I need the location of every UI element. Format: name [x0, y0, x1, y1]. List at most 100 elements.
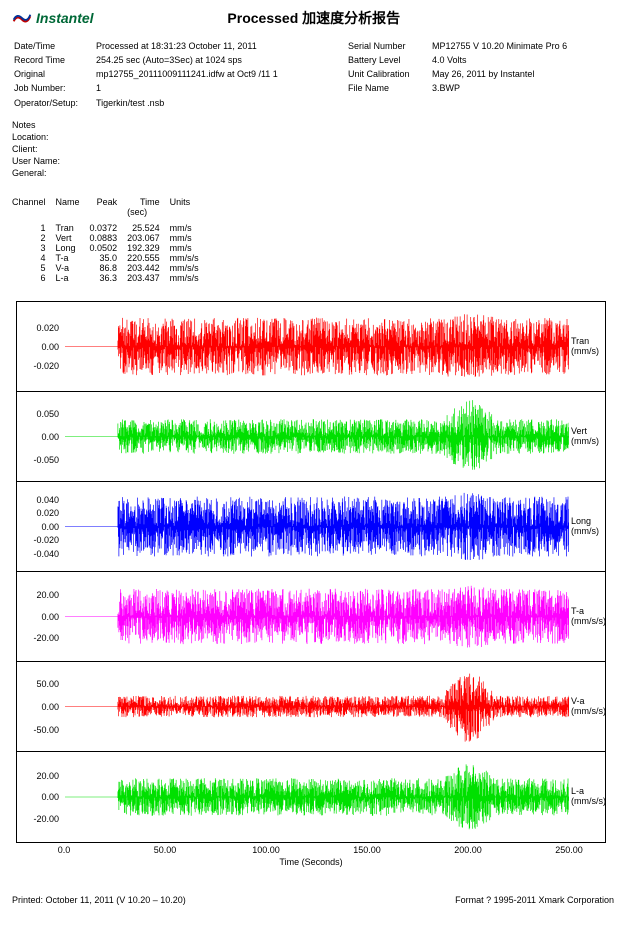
y-ticks: 20.000.00-20.00 — [17, 578, 61, 655]
meta-value: MP12755 V 10.20 Minimate Pro 6 — [432, 40, 571, 52]
notes-line: Client: — [12, 143, 614, 155]
panel-label: V-a(mm/s/s) — [571, 697, 603, 717]
meta-value: Tigerkin/test .nsb — [96, 97, 346, 109]
report-header: Instantel Processed 加速度分析报告 — [12, 8, 614, 28]
channel-cell: 4 — [12, 253, 56, 263]
y-ticks: 0.020 0.00 -0.020 — [17, 308, 61, 385]
channel-cell: 1 — [12, 223, 56, 233]
metadata-row: Record Time254.25 sec (Auto=3Sec) at 102… — [14, 54, 571, 66]
meta-value: 254.25 sec (Auto=3Sec) at 1024 sps — [96, 54, 346, 66]
metadata-row: Originalmp12755_20111009111241.idfw at O… — [14, 68, 571, 80]
channel-cell: 203.442 — [127, 263, 170, 273]
meta-value — [432, 97, 571, 109]
y-ticks: 0.050 0.00 -0.050 — [17, 398, 61, 475]
channel-cell: 203.067 — [127, 233, 170, 243]
panel-label: Long(mm/s) — [571, 517, 603, 537]
instantel-logo-icon — [12, 9, 32, 27]
metadata-row: Job Number:1File Name3.BWP — [14, 82, 571, 94]
channel-cell: Long — [56, 243, 90, 253]
notes-line: User Name: — [12, 155, 614, 167]
y-tick: 0.00 — [41, 792, 59, 802]
meta-value: 1 — [96, 82, 346, 94]
panel-label: Vert(mm/s) — [571, 427, 603, 447]
meta-label: Battery Level — [348, 54, 430, 66]
chart-plot — [65, 758, 569, 836]
channel-cell: mm/s — [170, 243, 209, 253]
x-tick: 250.00 — [555, 845, 583, 855]
y-tick: 0.00 — [41, 432, 59, 442]
time-sub: (sec) — [127, 207, 170, 217]
notes-block: NotesLocation:Client:User Name:General: — [12, 119, 614, 180]
x-tick: 150.00 — [353, 845, 381, 855]
meta-label: Date/Time — [14, 40, 94, 52]
channel-cell: 3 — [12, 243, 56, 253]
chan-header: Peak — [90, 197, 128, 207]
notes-line: Location: — [12, 131, 614, 143]
logo-text: Instantel — [36, 10, 94, 26]
channel-cell: T-a — [56, 253, 90, 263]
meta-value: 4.0 Volts — [432, 54, 571, 66]
x-axis: Time (Seconds) 0.050.00100.00150.00200.0… — [16, 843, 606, 871]
chart-panel: 20.000.00-20.00 T-a(mm/s/s) — [17, 572, 605, 662]
channel-cell: mm/s — [170, 233, 209, 243]
channel-row: 3Long0.0502192.329mm/s — [12, 243, 209, 253]
notes-line: Notes — [12, 119, 614, 131]
y-tick: -20.00 — [33, 633, 59, 643]
y-tick: -0.020 — [33, 535, 59, 545]
channel-cell: 203.437 — [127, 273, 170, 283]
x-tick: 50.00 — [154, 845, 177, 855]
chart-plot — [65, 488, 569, 565]
channel-cell: mm/s — [170, 223, 209, 233]
meta-value: Processed at 18:31:23 October 11, 2011 — [96, 40, 346, 52]
channel-cell: mm/s/s — [170, 263, 209, 273]
panel-label: L-a(mm/s/s) — [571, 788, 603, 808]
meta-value: May 26, 2011 by Instantel — [432, 68, 571, 80]
y-tick: -0.020 — [33, 361, 59, 371]
report-footer: Printed: October 11, 2011 (V 10.20 – 10.… — [12, 895, 614, 905]
y-tick: 0.00 — [41, 702, 59, 712]
meta-label: File Name — [348, 82, 430, 94]
y-tick: -0.050 — [33, 455, 59, 465]
panel-label: Tran(mm/s) — [571, 337, 603, 357]
x-axis-label: Time (Seconds) — [279, 857, 342, 867]
y-tick: 0.050 — [36, 409, 59, 419]
y-tick: -0.040 — [33, 549, 59, 559]
metadata-table: Date/TimeProcessed at 18:31:23 October 1… — [12, 38, 573, 111]
channel-table: ChannelNamePeakTimeUnits (sec) 1Tran0.03… — [12, 197, 209, 283]
meta-value: mp12755_20111009111241.idfw at Oct9 /11 … — [96, 68, 346, 80]
channel-cell: 0.0372 — [90, 223, 128, 233]
channel-cell: 0.0883 — [90, 233, 128, 243]
meta-label: Job Number: — [14, 82, 94, 94]
x-tick: 0.0 — [58, 845, 71, 855]
y-tick: -20.00 — [33, 814, 59, 824]
notes-line: General: — [12, 167, 614, 179]
channel-cell: Vert — [56, 233, 90, 243]
meta-label: Operator/Setup: — [14, 97, 94, 109]
y-ticks: 50.000.00-50.00 — [17, 668, 61, 745]
channel-cell: 36.3 — [90, 273, 128, 283]
y-tick: 0.00 — [41, 342, 59, 352]
channel-row: 2Vert0.0883203.067mm/s — [12, 233, 209, 243]
chart-panel: 0.0400.0200.00-0.020-0.040Long(mm/s) — [17, 482, 605, 572]
channel-cell: 6 — [12, 273, 56, 283]
panel-label: T-a(mm/s/s) — [571, 607, 603, 627]
channel-cell: 25.524 — [127, 223, 170, 233]
report-title: Processed 加速度分析报告 — [94, 8, 614, 28]
y-ticks: 0.0400.0200.00-0.020-0.040 — [17, 488, 61, 565]
channel-cell: 5 — [12, 263, 56, 273]
y-tick: 0.040 — [36, 495, 59, 505]
channel-cell: 192.329 — [127, 243, 170, 253]
channel-cell: mm/s/s — [170, 253, 209, 263]
chan-header: Channel — [12, 197, 56, 207]
y-tick: 0.00 — [41, 522, 59, 532]
y-tick: 0.020 — [36, 323, 59, 333]
footer-right: Format ? 1995-2011 Xmark Corporation — [455, 895, 614, 905]
chart-plot — [65, 308, 569, 385]
metadata-row: Operator/Setup:Tigerkin/test .nsb — [14, 97, 571, 109]
x-tick: 100.00 — [252, 845, 280, 855]
channel-cell: V-a — [56, 263, 90, 273]
y-ticks: 20.000.00-20.00 — [17, 758, 61, 836]
logo: Instantel — [12, 9, 94, 27]
channel-row: 1Tran0.037225.524mm/s — [12, 223, 209, 233]
meta-label: Unit Calibration — [348, 68, 430, 80]
